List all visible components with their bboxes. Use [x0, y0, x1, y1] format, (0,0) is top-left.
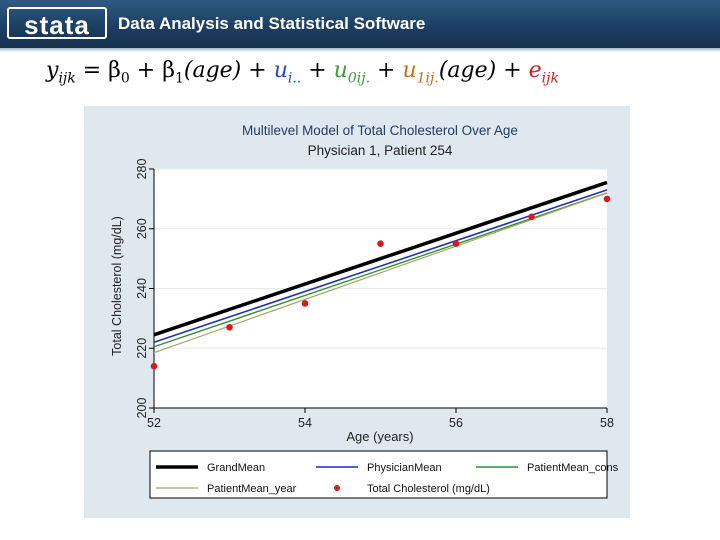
legend-swatch [334, 485, 340, 491]
eq-u1: u [402, 58, 417, 83]
x-axis-label: Age (years) [346, 429, 413, 444]
y-tick-label: 220 [135, 338, 149, 359]
eq-e-sub: ijk [541, 70, 559, 87]
chart-subtitle: Physician 1, Patient 254 [308, 143, 453, 158]
x-tick-label: 54 [298, 416, 312, 430]
eq-equals: = β [75, 58, 121, 83]
eq-u-i-sub: i.. [287, 70, 302, 87]
eq-age2: (age) + [438, 58, 529, 83]
eq-plus3: + [370, 58, 403, 83]
cholesterol-chart: Multilevel Model of Total Cholesterol Ov… [110, 123, 619, 499]
data-point [452, 240, 460, 247]
legend-label: GrandMean [207, 462, 265, 474]
y-tick-label: 280 [135, 159, 149, 180]
data-point [226, 324, 233, 331]
banner-title: Data Analysis and Statistical Software [118, 14, 426, 33]
series-line [153, 180, 608, 337]
x-tick-label: 52 [147, 416, 161, 430]
legend-box [149, 450, 608, 499]
legend-label: PatientMean_cons [527, 462, 619, 474]
eq-u1-sub: 1ij. [416, 70, 439, 87]
y-tick-label: 240 [135, 278, 149, 299]
stata-logo: stata [7, 7, 107, 40]
eq-b1-sub: 1 [174, 70, 184, 87]
header-banner: stata Data Analysis and Statistical Soft… [0, 0, 720, 48]
y-tick-label: 200 [135, 398, 149, 419]
eq-lhs-sub: ijk [58, 70, 76, 87]
x-tick-label: 58 [600, 416, 614, 430]
y-axis-label: Total Cholesterol (mg/dL) [110, 216, 124, 356]
eq-u-i: u [273, 58, 288, 83]
eq-plus-b1: + β [129, 58, 175, 83]
legend-label: PhysicianMean [367, 462, 442, 474]
x-tick-label: 56 [449, 416, 463, 430]
chart-panel: Multilevel Model of Total Cholesterol Ov… [84, 106, 630, 518]
eq-plus2: + [301, 58, 334, 83]
legend-label: PatientMean_year [207, 483, 297, 495]
eq-lhs: y [46, 58, 59, 83]
data-point [603, 195, 611, 203]
banner-divider [0, 48, 720, 52]
eq-b0-sub: 0 [120, 70, 130, 87]
chart-title: Multilevel Model of Total Cholesterol Ov… [242, 123, 518, 138]
data-point [528, 213, 535, 221]
data-point [301, 300, 309, 307]
model-equation: yijk = β0 + β1(age) + ui.. + u0ij. + u1i… [46, 58, 559, 86]
y-tick-label: 260 [135, 218, 149, 239]
legend-label: Total Cholesterol (mg/dL) [367, 483, 490, 495]
eq-e: e [528, 58, 542, 83]
data-point [377, 240, 384, 247]
eq-age1: (age) + [183, 58, 274, 83]
eq-u0: u [333, 58, 348, 83]
eq-u0-sub: 0ij. [347, 70, 371, 87]
data-point [150, 362, 158, 370]
